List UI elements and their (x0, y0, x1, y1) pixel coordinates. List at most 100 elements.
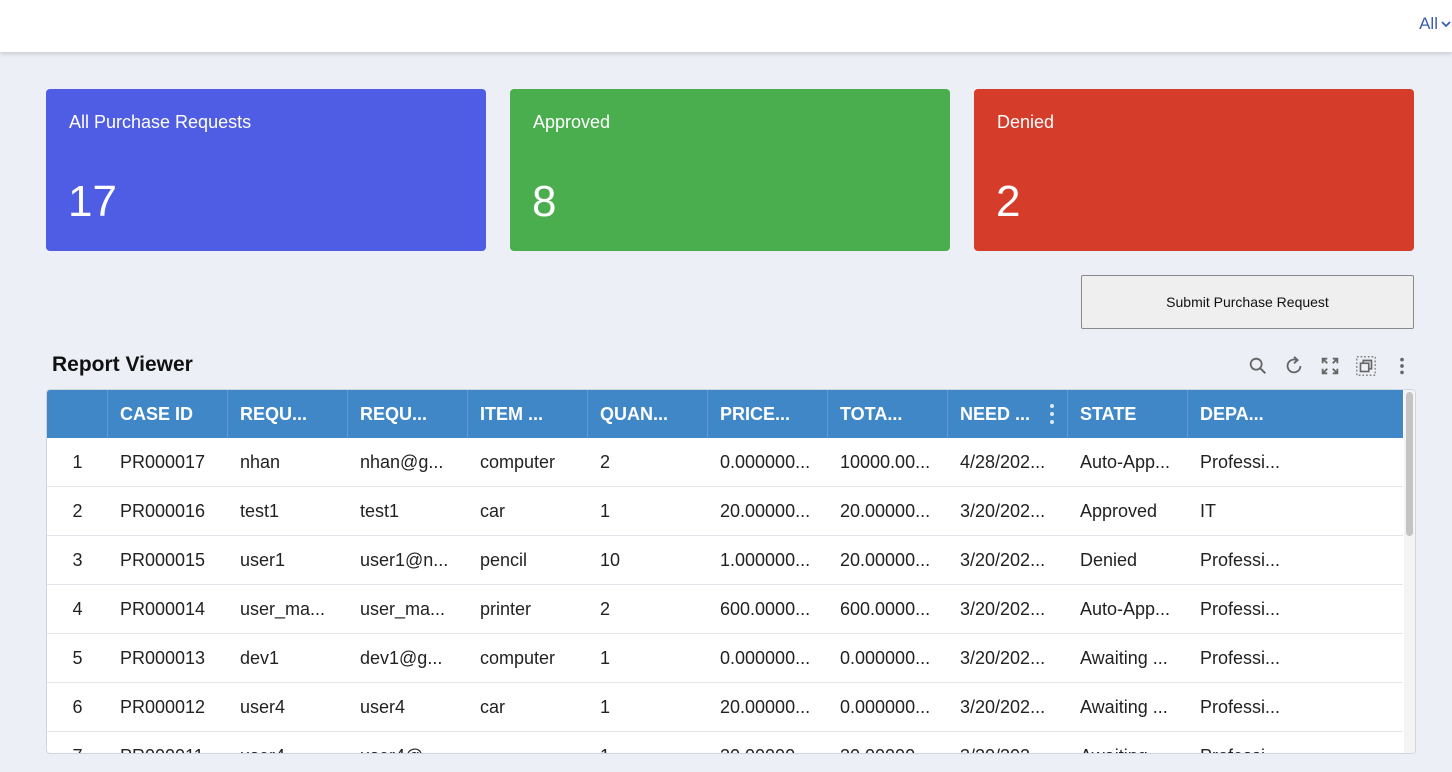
column-header-requester-email[interactable]: REQU... (348, 390, 468, 438)
cell-row-number[interactable]: 4 (47, 585, 108, 633)
vertical-scrollbar-thumb[interactable] (1406, 392, 1413, 536)
cell-case-id[interactable]: PR000015 (108, 536, 228, 584)
table-row[interactable]: 1 PR000017 nhan nhan@g... computer 2 0.000000.… (47, 438, 1403, 487)
filter-dropdown[interactable]: All (1419, 14, 1452, 34)
cell-case-id[interactable]: PR000013 (108, 634, 228, 682)
table-row[interactable]: 2 PR000016 test1 test1 car 1 20.00000... 20.000… (47, 487, 1403, 536)
cell-requester-email[interactable]: test1 (348, 487, 468, 535)
all-requests-card[interactable]: All Purchase Requests 17 (46, 89, 486, 251)
cell-item[interactable]: car (468, 683, 588, 731)
cell-need-by[interactable]: 4/28/202... (948, 438, 1068, 486)
table-row[interactable]: 3 PR000015 user1 user1@n... pencil 10 1.000000… (47, 536, 1403, 585)
cell-row-number[interactable]: 6 (47, 683, 108, 731)
cell-row-number[interactable]: 1 (47, 438, 108, 486)
column-header-row-number[interactable] (47, 390, 108, 438)
refresh-icon[interactable] (1276, 352, 1312, 380)
table-row[interactable]: 7 PR000011 user4 user4@... 1 20.00000... 20.00… (47, 732, 1403, 754)
cell-case-id[interactable]: PR000014 (108, 585, 228, 633)
column-menu-icon[interactable] (1049, 402, 1055, 431)
column-header-need-by[interactable]: NEED ... (948, 390, 1068, 438)
column-header-department[interactable]: DEPA... (1200, 403, 1264, 424)
cell-department[interactable]: Professi... (1188, 634, 1308, 682)
cell-quantity[interactable]: 2 (588, 585, 708, 633)
cell-quantity[interactable]: 10 (588, 536, 708, 584)
cell-case-id[interactable]: PR000011 (108, 732, 228, 754)
cell-price[interactable]: 0.000000... (708, 438, 828, 486)
cell-need-by[interactable]: 3/20/202... (948, 585, 1068, 633)
denied-card[interactable]: Denied 2 (974, 89, 1414, 251)
cell-quantity[interactable]: 1 (588, 732, 708, 754)
column-header-case-id[interactable]: CASE ID (108, 390, 228, 438)
cell-total[interactable]: 20.00000... (828, 536, 948, 584)
cell-requester[interactable]: nhan (228, 438, 348, 486)
cell-item[interactable]: pencil (468, 536, 588, 584)
cell-row-number[interactable]: 7 (47, 732, 108, 754)
cell-total[interactable]: 10000.00... (828, 438, 948, 486)
cell-item[interactable] (468, 732, 588, 753)
cell-state[interactable]: Auto-App... (1068, 438, 1188, 486)
cell-requester[interactable]: user4 (228, 732, 348, 754)
cell-requester[interactable]: user_ma... (228, 585, 348, 633)
cell-requester-email[interactable]: user1@n... (348, 536, 468, 584)
submit-purchase-request-button[interactable]: Submit Purchase Request (1081, 275, 1414, 329)
cell-state[interactable]: Auto-App... (1068, 585, 1188, 633)
cell-requester[interactable]: dev1 (228, 634, 348, 682)
search-icon[interactable] (1240, 352, 1276, 380)
table-row[interactable]: 6 PR000012 user4 user4 car 1 20.00000... 0.0000… (47, 683, 1403, 732)
cell-quantity[interactable]: 2 (588, 438, 708, 486)
cell-state[interactable]: Awaiting ... (1068, 732, 1188, 754)
table-row[interactable]: 4 PR000014 user_ma... user_ma... printer 2 600… (47, 585, 1403, 634)
cell-case-id[interactable]: PR000017 (108, 438, 228, 486)
cell-state[interactable]: Approved (1068, 487, 1188, 535)
cell-case-id[interactable]: PR000016 (108, 487, 228, 535)
cell-row-number[interactable]: 3 (47, 536, 108, 584)
approved-card[interactable]: Approved 8 (510, 89, 950, 251)
cell-state[interactable]: Denied (1068, 536, 1188, 584)
cell-need-by[interactable]: 3/20/202... (948, 536, 1068, 584)
cell-department[interactable]: Professi... (1188, 438, 1308, 486)
cell-state[interactable]: Awaiting ... (1068, 683, 1188, 731)
cell-department[interactable]: Professi... (1188, 536, 1308, 584)
cell-need-by[interactable]: 3/20/202... (948, 732, 1068, 754)
cell-requester-email[interactable]: dev1@g... (348, 634, 468, 682)
cell-price[interactable]: 600.0000... (708, 585, 828, 633)
cell-total[interactable]: 600.0000... (828, 585, 948, 633)
column-header-item[interactable]: ITEM ... (468, 390, 588, 438)
cell-requester-email[interactable]: user4 (348, 683, 468, 731)
cell-department[interactable]: Professi... (1188, 732, 1308, 754)
cell-department[interactable]: Professi... (1188, 585, 1308, 633)
cell-quantity[interactable]: 1 (588, 634, 708, 682)
cell-case-id[interactable]: PR000012 (108, 683, 228, 731)
cell-requester-email[interactable]: nhan@g... (348, 438, 468, 486)
cell-total[interactable]: 0.000000... (828, 683, 948, 731)
expand-icon[interactable] (1312, 352, 1348, 380)
column-header-state[interactable]: STATE (1068, 390, 1188, 438)
cell-total[interactable]: 0.000000... (828, 634, 948, 682)
column-header-quantity[interactable]: QUAN... (588, 390, 708, 438)
cell-price[interactable]: 1.000000... (708, 536, 828, 584)
more-vertical-icon[interactable] (1384, 352, 1420, 380)
cell-department[interactable]: Professi... (1188, 683, 1308, 731)
cell-need-by[interactable]: 3/20/202... (948, 634, 1068, 682)
cell-total[interactable]: 20.00000... (828, 732, 948, 754)
cell-department[interactable]: IT (1188, 487, 1308, 535)
cell-row-number[interactable]: 2 (47, 487, 108, 535)
cell-requester-email[interactable]: user_ma... (348, 585, 468, 633)
cell-price[interactable]: 0.000000... (708, 634, 828, 682)
cell-quantity[interactable]: 1 (588, 683, 708, 731)
cell-price[interactable]: 20.00000... (708, 487, 828, 535)
cell-state[interactable]: Awaiting ... (1068, 634, 1188, 682)
cell-requester[interactable]: user1 (228, 536, 348, 584)
cell-need-by[interactable]: 3/20/202... (948, 683, 1068, 731)
column-header-total[interactable]: TOTA... (828, 390, 948, 438)
vertical-scrollbar-track[interactable] (1404, 390, 1415, 753)
table-row[interactable]: 5 PR000013 dev1 dev1@g... computer 1 0.000000.… (47, 634, 1403, 683)
cell-row-number[interactable]: 5 (47, 634, 108, 682)
cell-need-by[interactable]: 3/20/202... (948, 487, 1068, 535)
cell-quantity[interactable]: 1 (588, 487, 708, 535)
cell-price[interactable]: 20.00000... (708, 683, 828, 731)
cell-requester[interactable]: test1 (228, 487, 348, 535)
cell-item[interactable]: computer (468, 438, 588, 486)
column-header-requester[interactable]: REQU... (228, 390, 348, 438)
cell-requester[interactable]: user4 (228, 683, 348, 731)
